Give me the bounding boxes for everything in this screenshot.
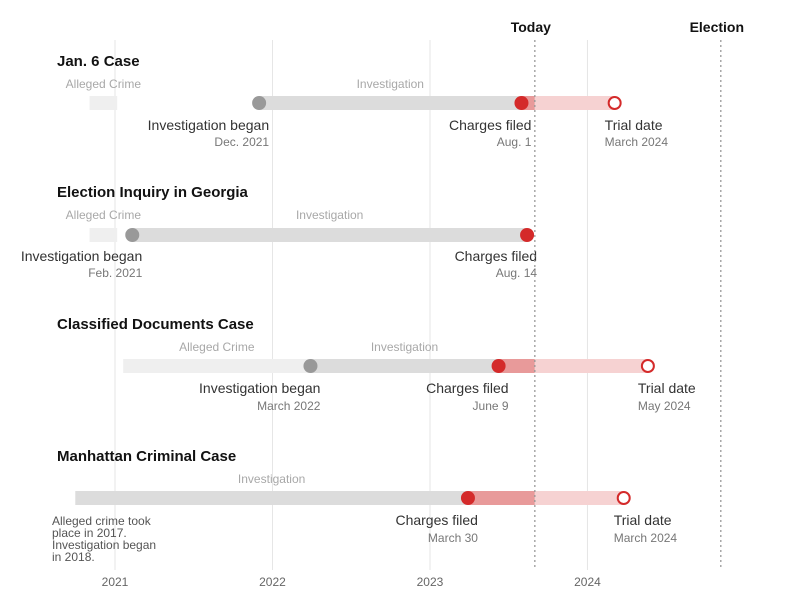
phase-label: Investigation	[238, 472, 305, 486]
x-tick-label: 2022	[259, 575, 286, 589]
event-label: Investigation began	[148, 117, 269, 133]
upcoming-segment-future	[534, 491, 624, 505]
case-note-line: place in 2017.	[52, 526, 127, 540]
upcoming-segment-future	[534, 96, 615, 110]
event-date: Feb. 2021	[88, 266, 142, 280]
event-label: Trial date	[605, 117, 663, 133]
case-note-line: Alleged crime took	[52, 514, 152, 528]
trial-date-dot	[616, 491, 631, 505]
crime-bar	[89, 228, 118, 242]
upcoming-segment-past	[467, 491, 535, 505]
phase-label: Investigation	[371, 340, 438, 354]
event-label: Investigation began	[21, 248, 142, 264]
event-label: Charges filed	[395, 512, 478, 528]
event-date: Aug. 1	[497, 135, 532, 149]
event-date: March 2022	[257, 399, 321, 413]
x-tick-label: 2023	[417, 575, 444, 589]
case-title: Classified Documents Case	[57, 316, 254, 333]
investigation-bar	[132, 228, 528, 242]
charges-filed-dot	[514, 96, 529, 110]
investigation-began-dot	[125, 228, 140, 242]
upcoming-segment-future	[534, 359, 648, 373]
event-date: Dec. 2021	[214, 135, 269, 149]
upcoming-segment-past	[498, 359, 535, 373]
phase-label: Alleged Crime	[66, 208, 142, 222]
trial-date-dot	[607, 96, 622, 110]
today-marker-label: Today	[511, 19, 551, 35]
event-date: June 9	[473, 399, 509, 413]
event-date: March 30	[428, 531, 478, 545]
charges-filed-dot	[460, 491, 475, 505]
investigation-bar	[310, 359, 499, 373]
phase-label: Investigation	[357, 77, 424, 91]
event-label: Charges filed	[455, 248, 538, 264]
charges-filed-dot	[491, 359, 506, 373]
crime-bar	[123, 359, 311, 373]
x-tick-label: 2021	[102, 575, 129, 589]
event-date: March 2024	[605, 135, 669, 149]
phase-label: Alleged Crime	[66, 77, 142, 91]
election-marker-label: Election	[690, 19, 744, 35]
crime-bar	[89, 96, 118, 110]
event-label: Investigation began	[199, 380, 320, 396]
investigation-began-dot	[252, 96, 267, 110]
investigation-began-dot	[303, 359, 318, 373]
phase-label: Investigation	[296, 208, 363, 222]
investigation-bar	[259, 96, 522, 110]
trial-date-dot	[640, 359, 655, 373]
event-label: Trial date	[614, 512, 672, 528]
phase-label: Alleged Crime	[179, 340, 255, 354]
event-label: Charges filed	[449, 117, 532, 133]
x-tick-label: 2024	[574, 575, 601, 589]
investigation-bar	[75, 491, 468, 505]
case-title: Election Inquiry in Georgia	[57, 184, 249, 201]
charges-filed-dot	[520, 228, 535, 242]
event-date: March 2024	[614, 531, 678, 545]
event-label: Trial date	[638, 380, 696, 396]
event-date: May 2024	[638, 399, 691, 413]
case-title: Manhattan Criminal Case	[57, 448, 236, 465]
case-title: Jan. 6 Case	[57, 53, 140, 70]
case-note-line: Investigation began	[52, 538, 156, 552]
event-date: Aug. 14	[496, 266, 538, 280]
event-label: Charges filed	[426, 380, 509, 396]
case-note-line: in 2018.	[52, 550, 95, 564]
